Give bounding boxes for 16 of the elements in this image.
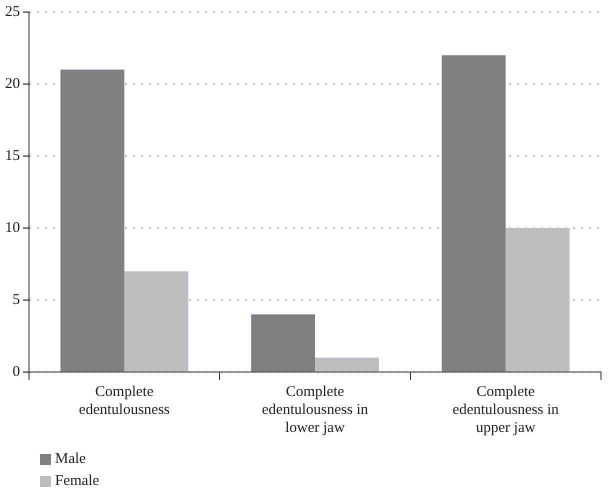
y-tick-label: 25 <box>5 4 20 20</box>
legend-label: Male <box>55 450 86 468</box>
bar <box>124 271 188 372</box>
bar <box>442 55 506 372</box>
y-tick-label: 5 <box>12 292 20 308</box>
x-tick-label: Complete edentulousness <box>78 384 170 418</box>
bar <box>251 314 315 372</box>
x-tick-label: Complete edentulousness in lower jaw <box>262 384 369 436</box>
bar <box>506 228 570 372</box>
y-tick-label: 10 <box>5 220 20 236</box>
x-tick-label: Complete edentulousness in upper jaw <box>452 384 560 436</box>
legend-label: Female <box>55 472 100 490</box>
bar <box>315 358 379 372</box>
y-tick-label: 0 <box>12 364 20 380</box>
y-tick-label: 20 <box>5 76 20 92</box>
y-tick-label: 15 <box>5 148 20 164</box>
